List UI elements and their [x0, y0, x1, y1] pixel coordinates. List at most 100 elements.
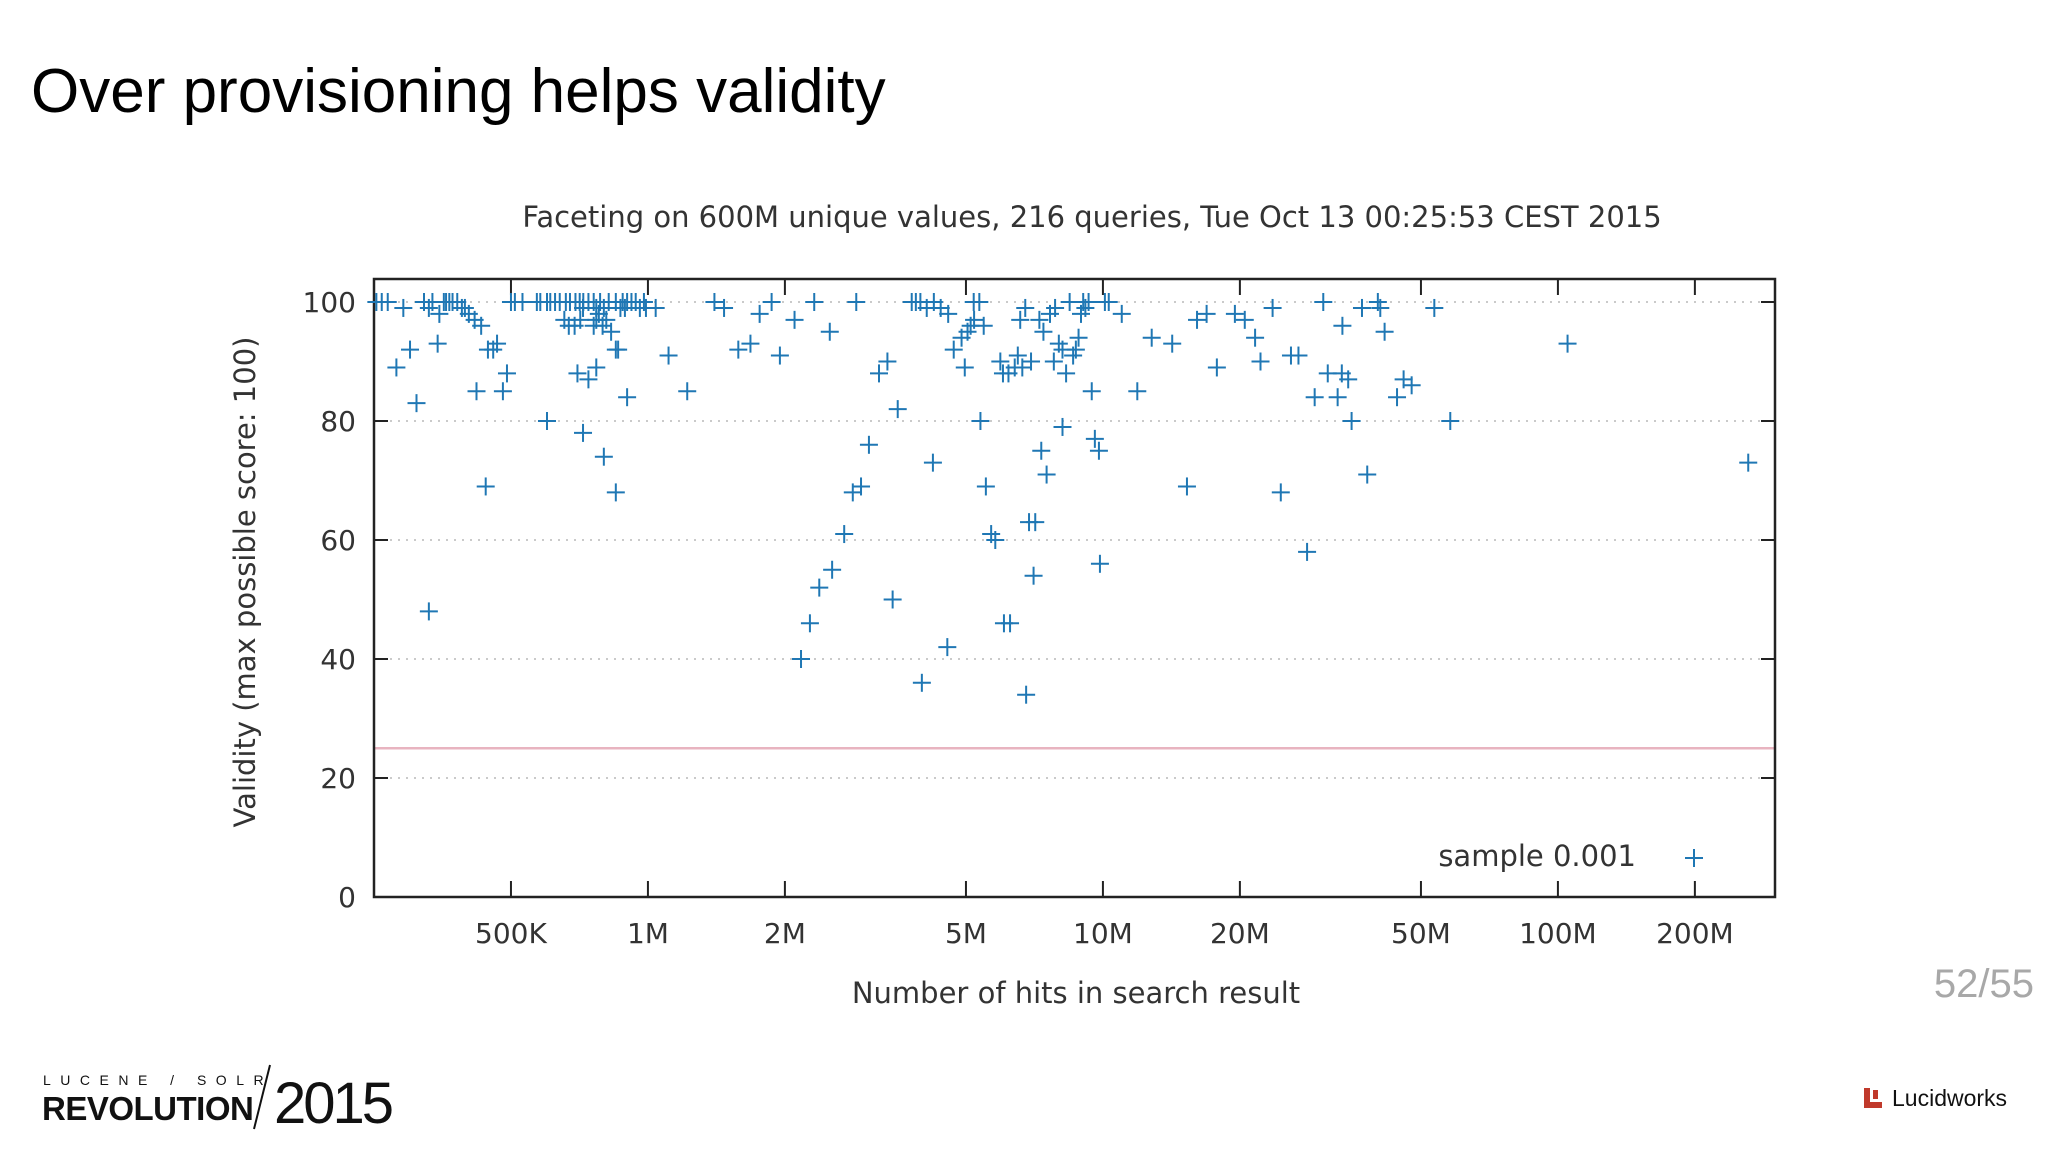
- data-point: [401, 340, 420, 359]
- data-point: [820, 322, 839, 341]
- data-point: [1375, 322, 1394, 341]
- x-tick-label: 500K: [475, 917, 547, 950]
- y-tick-label: 0: [338, 881, 356, 914]
- logo-slash-icon: [253, 1064, 271, 1130]
- data-point: [1069, 328, 1088, 347]
- lucidworks-logo-icon: [1864, 1088, 1882, 1108]
- axes: 0 20 40 60 80 100 500K 1M 2M 5M 10M 20M 50M 100M 200M: [303, 277, 1777, 950]
- data-point: [870, 364, 889, 383]
- x-tick-label: 20M: [1210, 917, 1270, 950]
- data-point: [476, 477, 495, 496]
- data-point: [646, 298, 665, 317]
- data-point: [974, 316, 993, 335]
- y-tick-label: 40: [320, 643, 356, 676]
- data-point: [472, 316, 491, 335]
- data-point: [574, 298, 593, 317]
- y-tick-label: 80: [320, 405, 356, 438]
- data-point: [1225, 304, 1244, 323]
- slide-counter: 52/55: [1933, 962, 2034, 1006]
- data-point: [1057, 364, 1076, 383]
- data-point: [810, 578, 829, 597]
- data-point: [574, 423, 593, 442]
- data-point: [387, 358, 406, 377]
- data-point: [1235, 310, 1254, 329]
- data-point: [1079, 293, 1098, 311]
- y-axis-label: Validity (max possible score: 100): [228, 337, 262, 828]
- data-point: [1207, 358, 1226, 377]
- data-point: [883, 590, 902, 609]
- data-point: [1197, 304, 1216, 323]
- data-point: [1066, 340, 1085, 359]
- data-point: [1342, 412, 1361, 430]
- data-point: [938, 638, 957, 657]
- data-point: [1352, 298, 1371, 317]
- data-point: [1082, 382, 1101, 401]
- data-point: [659, 346, 678, 365]
- legend-marker: [1685, 849, 1703, 867]
- data-point: [1017, 685, 1036, 704]
- data-point: [971, 412, 990, 430]
- data-point: [537, 412, 556, 430]
- data-point: [1099, 293, 1118, 311]
- data-point: [1046, 298, 1065, 317]
- data-point: [1011, 310, 1030, 329]
- data-point: [678, 382, 697, 401]
- data-point: [1263, 298, 1282, 317]
- data-point: [729, 340, 748, 359]
- data-point: [1037, 465, 1056, 484]
- data-point: [762, 293, 781, 311]
- data-point: [1188, 310, 1207, 329]
- data-point: [606, 483, 625, 502]
- data-point: [597, 310, 616, 329]
- data-point: [1128, 382, 1147, 401]
- data-point: [715, 298, 734, 317]
- data-point: [976, 477, 995, 496]
- y-tick-label: 60: [320, 524, 356, 557]
- data-point: [792, 650, 811, 668]
- data-point: [986, 531, 1005, 549]
- data-point: [606, 340, 625, 359]
- data-point: [912, 673, 931, 692]
- data-point: [1558, 334, 1577, 353]
- data-point: [1388, 388, 1407, 407]
- data-point: [602, 322, 621, 341]
- x-tick-label: 100M: [1519, 917, 1597, 950]
- data-point: [378, 293, 397, 311]
- data-point: [394, 298, 413, 317]
- legend: sample 0.001: [1438, 839, 1703, 873]
- data-point: [970, 293, 989, 311]
- data-point: [805, 293, 824, 311]
- data-point: [847, 293, 866, 311]
- data-point: [955, 358, 974, 377]
- data-point: [1739, 453, 1758, 472]
- x-tick-label: 50M: [1391, 917, 1451, 950]
- data-point: [965, 310, 984, 329]
- data-point: [407, 394, 426, 413]
- data-points: [367, 293, 1758, 704]
- data-point: [1246, 328, 1265, 347]
- data-point: [878, 352, 897, 371]
- data-point: [1163, 334, 1182, 353]
- data-point: [1090, 554, 1109, 573]
- data-point: [750, 304, 769, 323]
- data-point: [1441, 412, 1460, 430]
- chart-title: Faceting on 600M unique values, 216 quer…: [522, 200, 1661, 234]
- data-point: [923, 453, 942, 472]
- x-tick-label: 200M: [1656, 917, 1734, 950]
- conference-logo-big-text: REVOLUTION: [42, 1090, 254, 1127]
- conference-logo-year: 2015: [274, 1071, 394, 1136]
- data-point: [1425, 298, 1444, 317]
- y-tick-label: 20: [320, 762, 356, 795]
- data-point: [1298, 542, 1317, 561]
- data-point: [800, 614, 819, 633]
- data-point: [1289, 346, 1308, 365]
- data-point: [1030, 310, 1049, 329]
- data-point: [571, 310, 590, 329]
- data-point: [1371, 298, 1390, 317]
- data-point: [1085, 429, 1104, 448]
- data-point: [888, 400, 907, 419]
- data-point: [770, 346, 789, 365]
- data-point: [1016, 298, 1035, 317]
- conference-logo: LUCENE / SOLR REVOLUTION 2015: [42, 1060, 402, 1136]
